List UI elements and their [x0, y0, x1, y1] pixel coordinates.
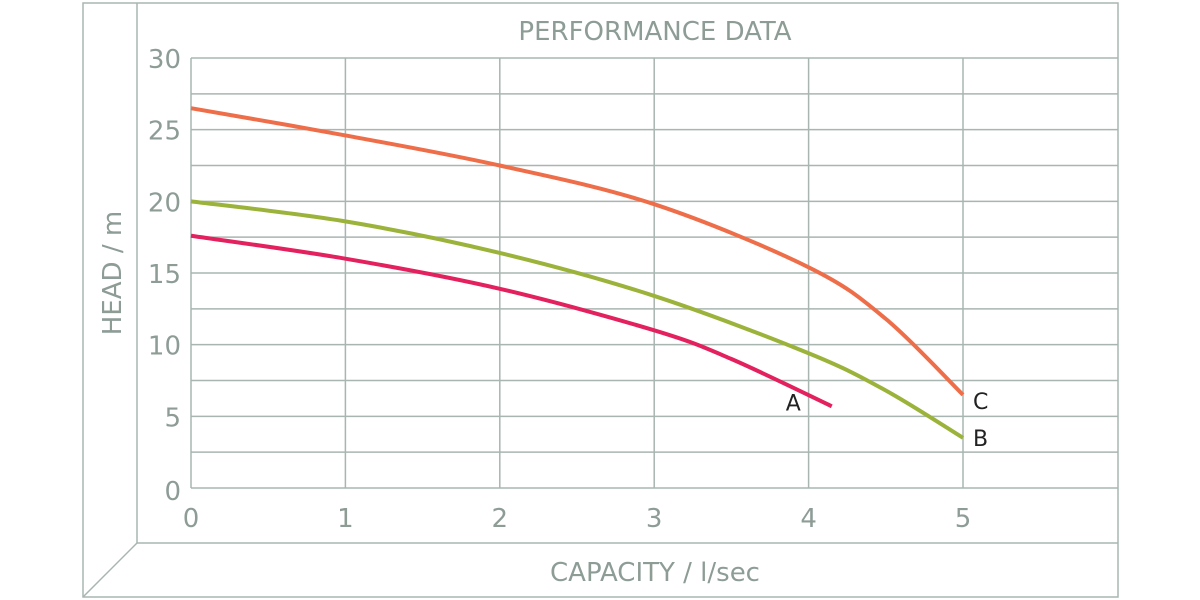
y-axis-ticks: 0 5 10 15 20 25 30	[148, 45, 181, 507]
x-axis-ticks: 0 1 2 3 4 5	[183, 504, 972, 534]
curve-b	[190, 199, 965, 440]
curve-label-a: A	[786, 391, 801, 416]
y-axis-title: HEAD / m	[98, 211, 128, 335]
y-tick-label: 5	[164, 403, 181, 433]
x-tick-label: 1	[337, 504, 354, 534]
x-tick-label: 0	[183, 504, 200, 534]
x-tick-label: 3	[646, 504, 663, 534]
y-tick-label: 0	[164, 477, 181, 507]
y-tick-label: 20	[148, 188, 181, 218]
y-tick-label: 10	[148, 332, 181, 362]
x-tick-label: 2	[492, 504, 509, 534]
floor-diagonal-edge	[82, 542, 138, 598]
x-axis-title: CAPACITY / l/sec	[550, 558, 760, 588]
chart-frame	[82, 2, 1119, 598]
y-tick-label: 15	[148, 260, 181, 290]
x-tick-label: 4	[800, 504, 817, 534]
curve-label-b: B	[973, 427, 988, 452]
curves: A BC	[190, 106, 988, 452]
y-tick-label: 30	[148, 45, 181, 75]
chart-title: PERFORMANCE DATA	[518, 17, 791, 47]
y-tick-label: 25	[148, 117, 181, 147]
outer-frame	[82, 2, 1119, 598]
plot-grid	[190, 57, 1118, 489]
curve-label-c: C	[973, 390, 988, 415]
curve-a	[190, 233, 833, 409]
curve-c	[190, 106, 965, 397]
x-tick-label: 5	[955, 504, 972, 534]
